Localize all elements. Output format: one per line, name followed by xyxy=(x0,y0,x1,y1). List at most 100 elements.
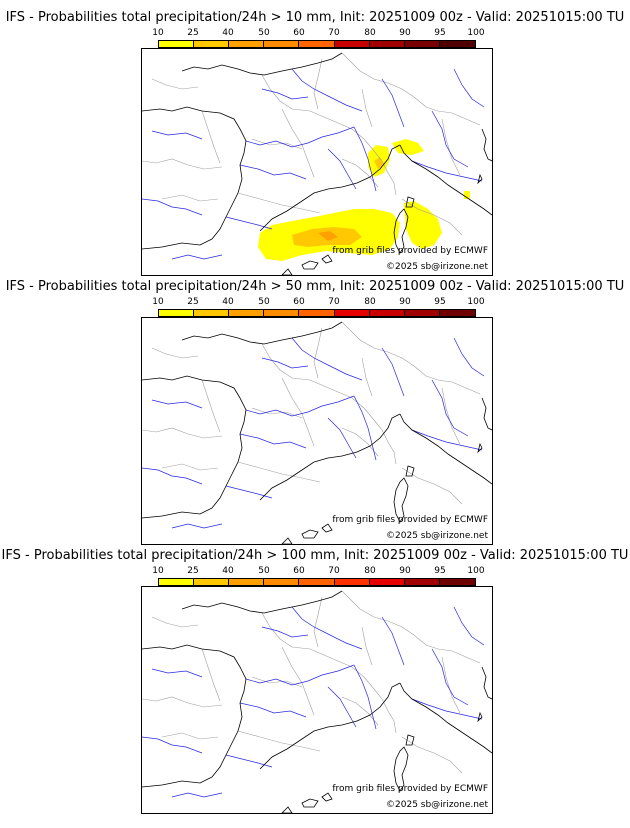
legend-label: 70 xyxy=(328,28,340,38)
region-border xyxy=(313,327,323,379)
copyright-credit: ©2025 sb@irizone.net xyxy=(386,262,488,272)
legend-color-swatch xyxy=(334,579,370,585)
data-source-credit: from grib files provided by ECMWF xyxy=(332,784,488,794)
map-canvas xyxy=(142,590,492,813)
legend-label: 10 xyxy=(152,28,164,38)
precipitation-probability-area xyxy=(318,231,338,241)
legend-color-swatch xyxy=(334,310,370,316)
coastline xyxy=(142,238,213,250)
region-border xyxy=(261,343,383,431)
river xyxy=(327,686,357,728)
legend-colorbar xyxy=(158,40,476,48)
region-border xyxy=(381,698,397,734)
legend-color-swatch xyxy=(369,41,405,47)
region-border xyxy=(161,463,219,471)
region-border xyxy=(413,365,481,395)
legend-label: 60 xyxy=(293,297,305,307)
region-border xyxy=(401,736,463,774)
coastline xyxy=(142,375,247,509)
legend-label: 80 xyxy=(364,28,376,38)
river xyxy=(381,78,405,128)
river xyxy=(411,698,483,720)
coastline xyxy=(142,644,247,778)
region-border xyxy=(413,96,481,126)
legend-label: 10 xyxy=(152,297,164,307)
legend-colorbar xyxy=(158,309,476,317)
copyright-credit: ©2025 sb@irizone.net xyxy=(386,531,488,541)
river xyxy=(245,395,355,417)
river xyxy=(411,160,483,182)
legend-label: 95 xyxy=(434,28,446,38)
river xyxy=(327,148,357,190)
river xyxy=(261,88,309,100)
coastline xyxy=(281,268,293,275)
panel-50mm: IFS - Probabilities total precipitation/… xyxy=(0,279,630,549)
copyright-credit: ©2025 sb@irizone.net xyxy=(386,800,488,810)
coastline xyxy=(321,792,333,802)
region-border xyxy=(142,427,223,439)
legend-label: 90 xyxy=(399,297,411,307)
coastline xyxy=(259,413,401,501)
region-border xyxy=(261,612,383,700)
river xyxy=(431,110,469,168)
coastline xyxy=(477,442,483,454)
region-border xyxy=(151,78,199,90)
river xyxy=(142,467,203,485)
coastline xyxy=(481,128,492,162)
coastline xyxy=(181,590,343,614)
legend-color-swatch xyxy=(299,310,335,316)
coastline xyxy=(181,52,343,76)
legend-color-swatch xyxy=(229,41,265,47)
legend-color-swatch xyxy=(299,41,335,47)
coastline xyxy=(321,523,333,533)
river xyxy=(291,606,363,650)
region-border xyxy=(142,158,223,170)
region-border xyxy=(441,387,461,445)
river xyxy=(261,626,309,638)
river xyxy=(381,347,405,397)
legend-labels: 10 25 40 50 60 70 80 90 95 100 xyxy=(152,297,484,309)
coastline xyxy=(321,254,333,264)
river xyxy=(151,399,203,409)
river xyxy=(353,395,377,461)
coastline xyxy=(281,806,293,813)
legend-color-swatch xyxy=(159,310,195,316)
river xyxy=(245,664,355,686)
legend-label: 40 xyxy=(222,566,234,576)
river xyxy=(453,68,485,108)
coastline xyxy=(481,397,492,431)
legend-label: 95 xyxy=(434,566,446,576)
legend-label: 80 xyxy=(364,297,376,307)
region-border xyxy=(381,429,397,465)
coastline xyxy=(142,776,213,788)
region-border xyxy=(361,626,373,666)
region-border xyxy=(251,407,303,419)
legend-label: 50 xyxy=(258,28,270,38)
panel-title: IFS - Probabilities total precipitation/… xyxy=(5,10,625,25)
region-border xyxy=(237,461,321,483)
legend-label: 10 xyxy=(152,566,164,576)
region-border xyxy=(151,616,199,628)
coastline xyxy=(399,144,492,216)
region-border xyxy=(281,108,315,178)
region-border xyxy=(237,192,321,214)
region-border xyxy=(151,347,199,359)
coastline xyxy=(142,106,247,240)
legend-label: 40 xyxy=(222,28,234,38)
region-border xyxy=(313,596,323,648)
coastline xyxy=(405,196,415,208)
coastline xyxy=(181,321,343,345)
coastline xyxy=(477,173,483,185)
forecast-map: from grib files provided by ECMWF ©2025 … xyxy=(141,586,493,814)
river xyxy=(261,357,309,369)
river xyxy=(431,379,469,437)
region-border xyxy=(441,656,461,714)
legend-color-swatch xyxy=(264,310,300,316)
river xyxy=(453,606,485,646)
legend-colorbar xyxy=(158,578,476,586)
region-border xyxy=(201,110,221,164)
legend-label: 50 xyxy=(258,566,270,576)
river xyxy=(151,668,203,678)
legend-color-swatch xyxy=(439,579,475,585)
river xyxy=(225,216,273,230)
